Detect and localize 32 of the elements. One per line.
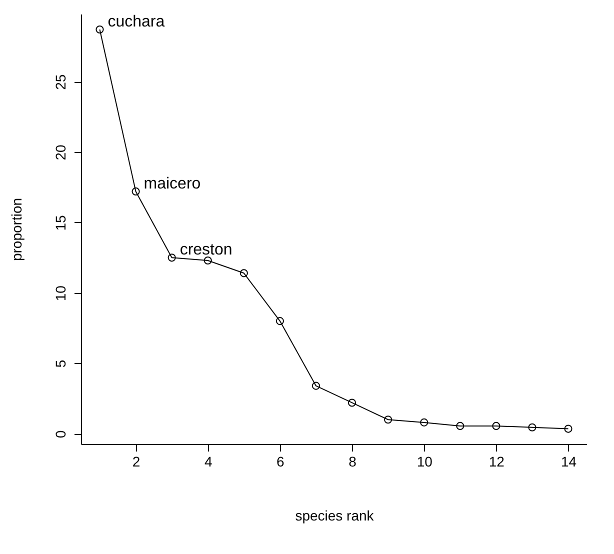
point [132,187,140,196]
y-tick-label: 25 [52,74,68,90]
y-tick-label: 15 [52,214,68,231]
y-tick-label: 5 [52,360,68,368]
point [492,422,500,430]
point [168,254,176,262]
x-tick-label: 12 [488,454,505,470]
x-tick-label: 4 [204,454,212,470]
annotation: maicero [144,175,201,192]
point [312,382,320,390]
annotation: cuchara [108,13,165,30]
x-tick-label: 2 [132,454,140,470]
point [456,422,464,430]
point [420,418,428,426]
point [240,269,248,278]
point [96,25,104,34]
y-axis-title: proportion [8,198,24,262]
x-tick-label: 10 [416,454,433,470]
x-tick-label: 8 [348,454,357,470]
x-tick-label: 14 [560,454,577,470]
y-tick-label: 10 [52,285,68,302]
point [564,424,572,433]
point [384,416,392,424]
x-tick-label: 6 [276,454,285,470]
point [348,398,356,407]
annotation: creston [180,242,232,259]
y-tick-label: 20 [52,144,68,160]
point [528,423,536,432]
point [204,256,212,265]
point [276,317,284,326]
x-axis-title: species rank [295,508,375,524]
y-tick-label: 0 [52,430,68,438]
